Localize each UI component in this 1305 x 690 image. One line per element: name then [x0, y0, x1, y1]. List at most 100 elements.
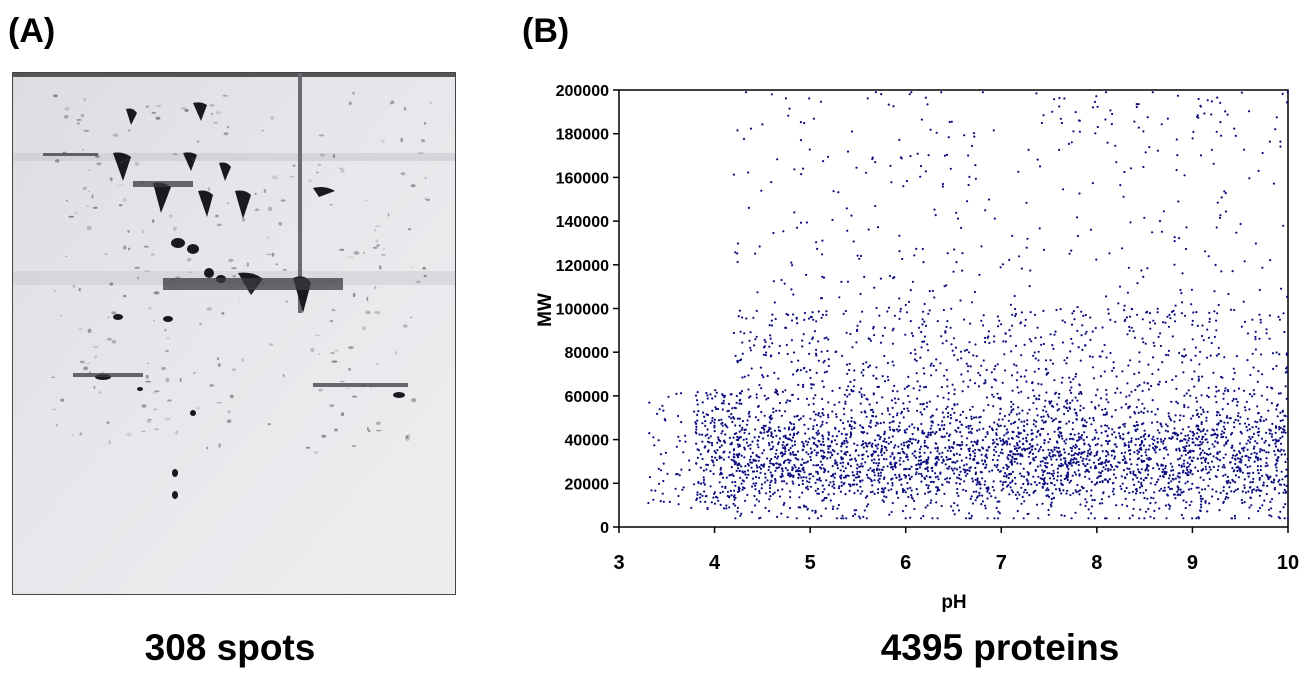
data-point — [1214, 395, 1217, 398]
data-point — [805, 476, 808, 479]
data-point — [1077, 469, 1080, 472]
data-point — [1255, 425, 1258, 428]
data-point — [823, 359, 826, 362]
data-point — [1115, 375, 1118, 378]
data-point — [758, 383, 761, 387]
data-point — [1169, 505, 1172, 508]
data-point — [743, 448, 747, 451]
data-point — [1265, 492, 1268, 496]
data-point — [844, 493, 847, 496]
data-point — [728, 506, 731, 509]
data-point — [840, 280, 843, 283]
data-point — [817, 429, 820, 432]
data-point — [776, 457, 779, 460]
data-point — [1135, 420, 1138, 424]
data-point — [1145, 489, 1148, 492]
data-point — [1063, 440, 1066, 443]
data-point — [900, 443, 903, 446]
data-point — [1046, 413, 1049, 416]
data-point — [714, 395, 717, 398]
data-point — [1179, 493, 1182, 497]
data-point — [806, 443, 809, 446]
data-point — [1260, 394, 1263, 397]
data-point — [1124, 444, 1127, 447]
data-point — [728, 415, 731, 418]
data-point — [1107, 308, 1110, 311]
data-point — [1240, 461, 1243, 464]
data-point — [1143, 429, 1146, 432]
data-point — [823, 337, 826, 340]
data-point — [1187, 439, 1190, 442]
data-point — [1007, 476, 1010, 480]
data-point — [858, 257, 861, 260]
gel-spot — [165, 378, 170, 382]
data-point — [650, 489, 653, 492]
data-point — [982, 409, 985, 412]
data-point — [784, 450, 787, 453]
data-point — [893, 457, 896, 460]
data-point — [1256, 380, 1259, 383]
data-point — [1144, 151, 1147, 154]
data-point — [1180, 454, 1183, 457]
data-point — [834, 461, 837, 464]
gel-spot — [68, 215, 75, 218]
data-point — [861, 490, 864, 493]
data-point — [952, 446, 955, 449]
data-point — [968, 469, 971, 472]
data-point — [1099, 375, 1103, 378]
data-point — [1034, 425, 1037, 428]
gel-spot — [168, 214, 173, 218]
x-tick-label: 10 — [1277, 552, 1299, 574]
data-point — [780, 414, 783, 417]
data-point — [755, 470, 759, 473]
data-point — [753, 494, 756, 498]
gel-spot — [410, 184, 416, 188]
gel-spot — [216, 223, 222, 227]
data-point — [740, 428, 743, 432]
data-point — [1173, 313, 1176, 316]
data-point — [788, 472, 792, 475]
data-point — [736, 129, 739, 132]
data-point — [1064, 462, 1067, 465]
data-point — [917, 472, 920, 475]
data-point — [821, 313, 825, 316]
data-point — [977, 371, 980, 375]
data-point — [1082, 486, 1085, 490]
data-point — [1105, 458, 1108, 462]
gel-spot — [261, 281, 265, 285]
data-point — [799, 121, 803, 124]
data-point — [1056, 467, 1059, 470]
data-point — [1113, 457, 1116, 460]
data-point — [787, 438, 790, 441]
data-point — [789, 496, 792, 499]
data-point — [1256, 486, 1259, 489]
data-point — [1050, 417, 1053, 420]
gel-spot — [222, 94, 228, 97]
data-point — [945, 477, 949, 480]
gel-spot — [161, 366, 166, 371]
data-point — [1203, 451, 1206, 454]
data-point — [1075, 491, 1078, 494]
data-point — [952, 442, 955, 445]
data-point — [998, 437, 1002, 440]
data-point — [712, 461, 715, 464]
data-point — [721, 490, 725, 493]
data-point — [1188, 450, 1191, 453]
data-point — [1060, 453, 1063, 457]
data-point — [941, 182, 945, 186]
data-point — [768, 459, 772, 462]
data-point — [1009, 303, 1013, 306]
data-point — [706, 433, 709, 436]
data-point — [1260, 353, 1263, 356]
data-point — [1046, 466, 1049, 469]
data-point — [907, 446, 910, 449]
data-point — [1014, 482, 1017, 485]
data-point — [1087, 508, 1090, 511]
data-point — [1024, 488, 1027, 491]
data-point — [716, 407, 720, 411]
gel-spot — [64, 106, 70, 111]
data-point — [1015, 364, 1018, 367]
data-point — [941, 436, 944, 439]
data-point — [1064, 400, 1067, 403]
data-point — [1109, 318, 1112, 321]
